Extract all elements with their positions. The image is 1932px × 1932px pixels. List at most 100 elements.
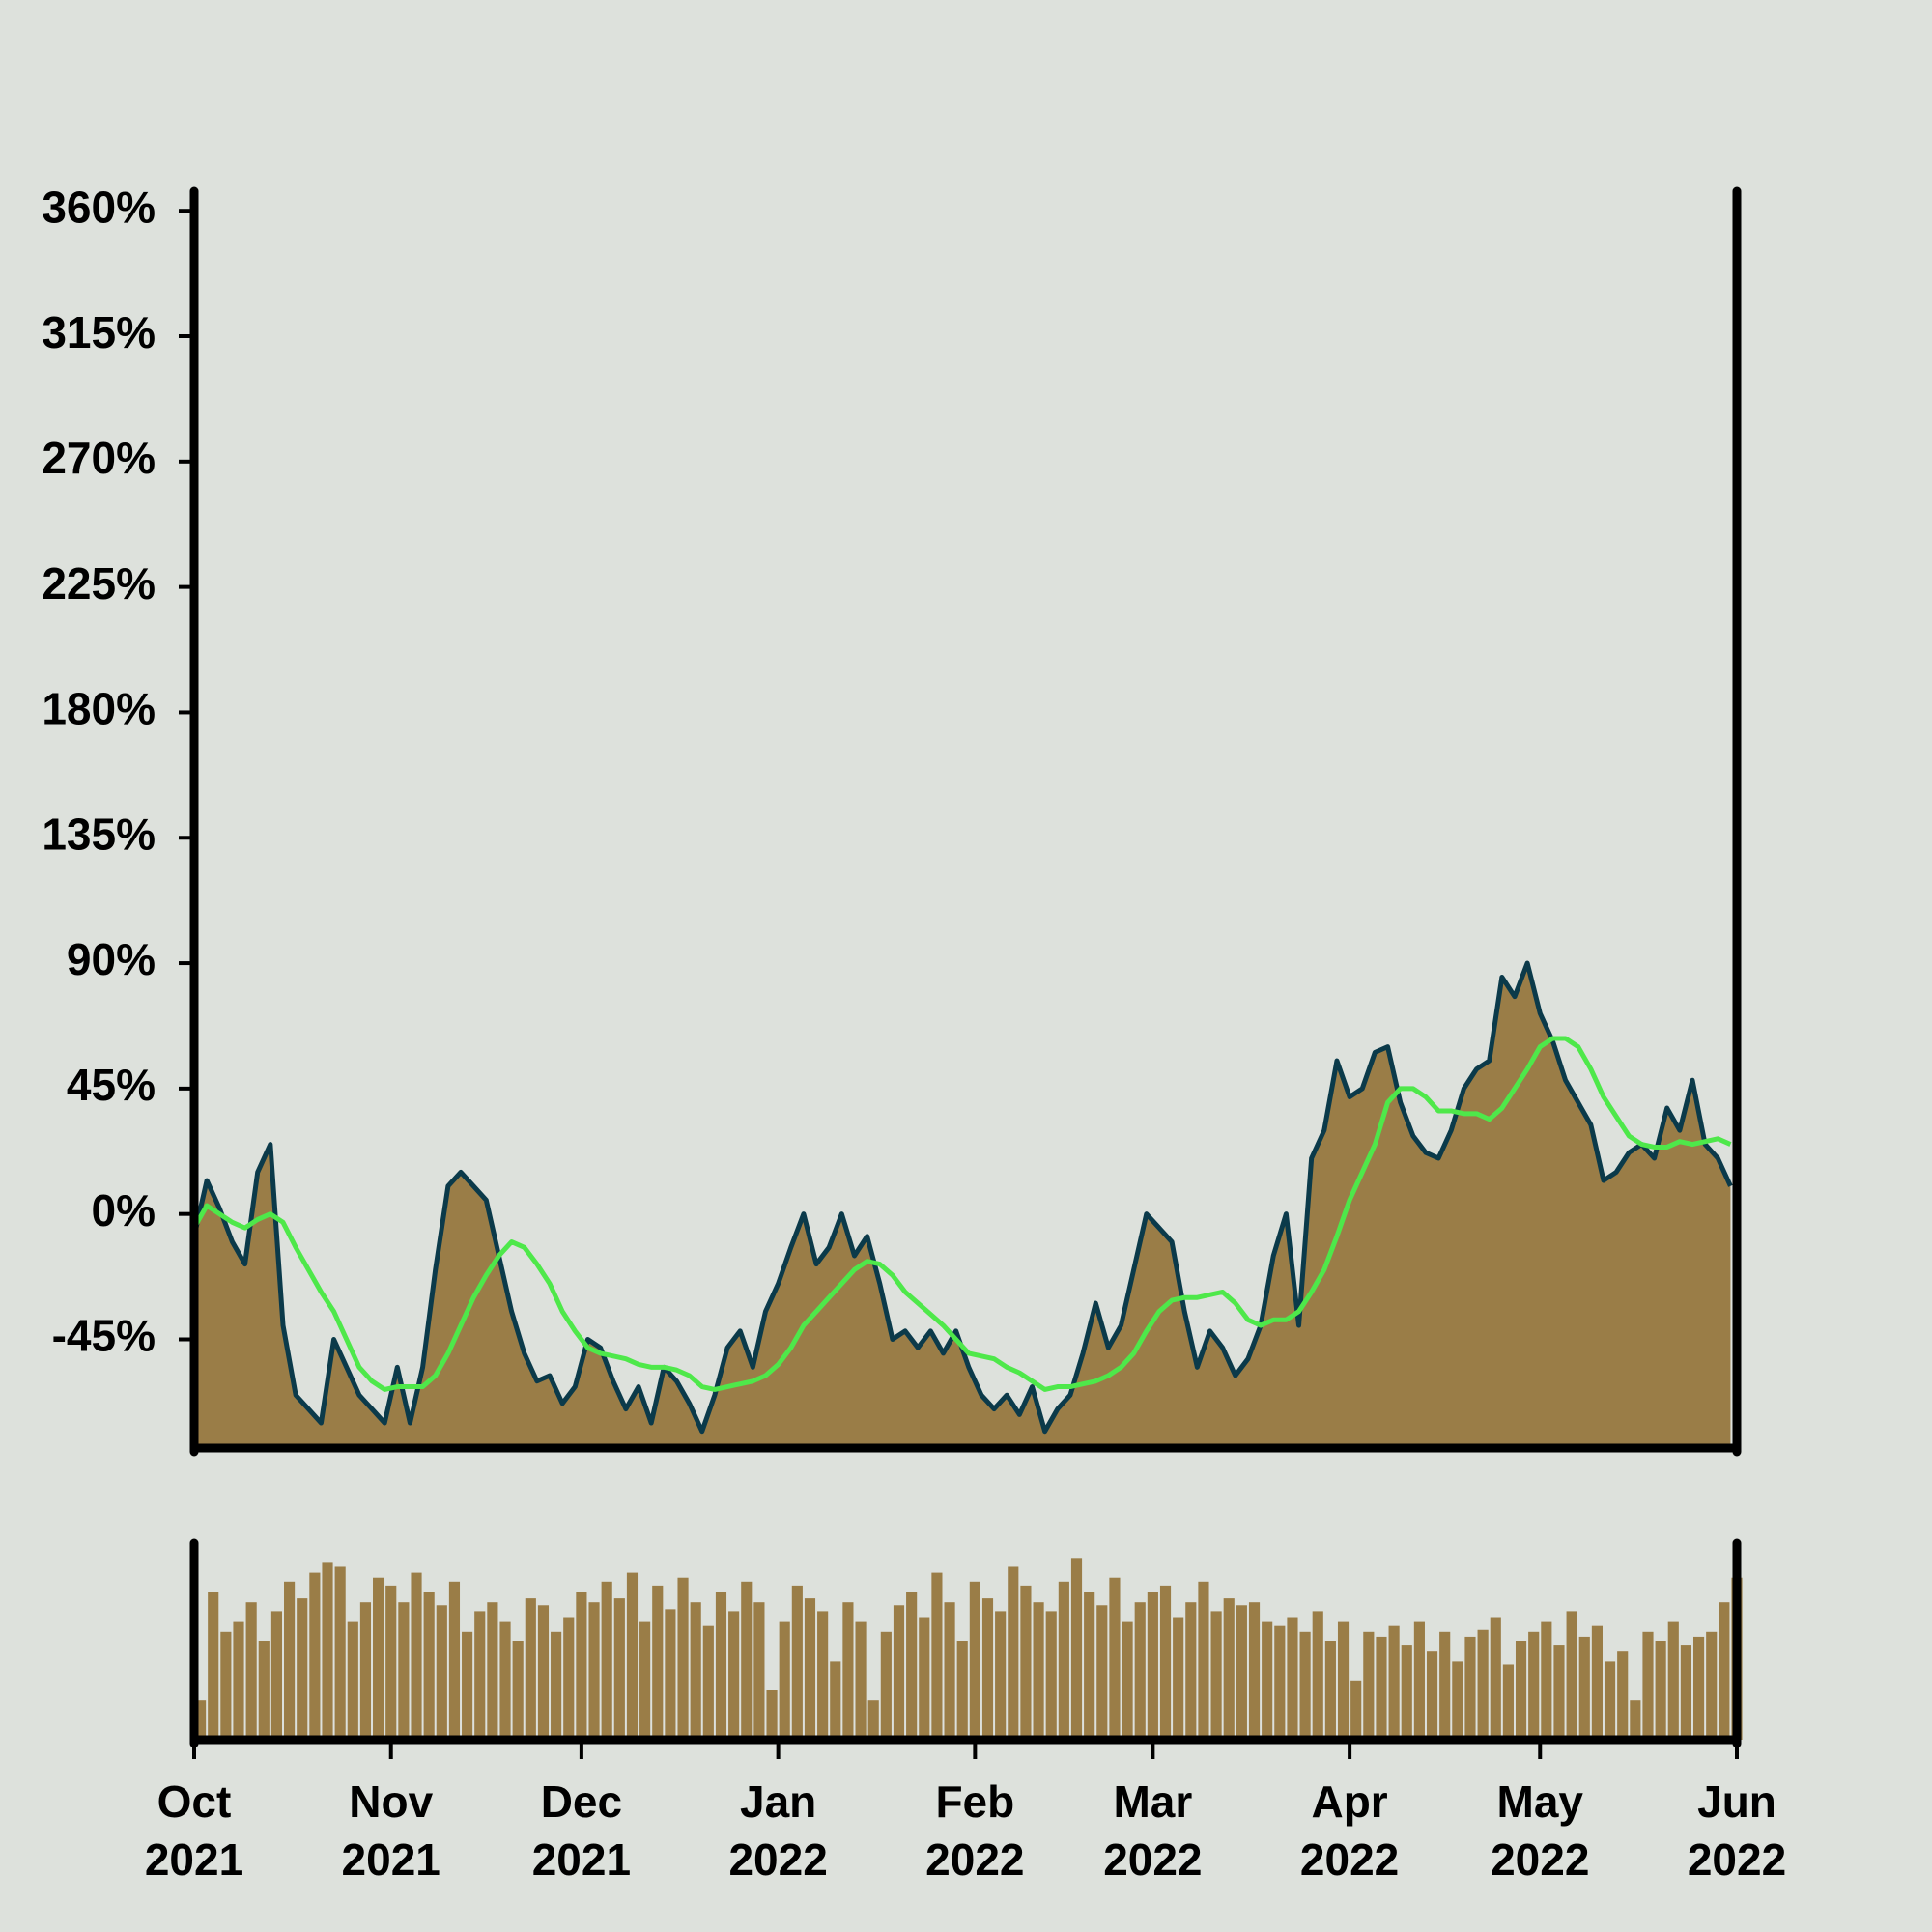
y-tick-label: 90% (67, 934, 156, 984)
volume-bar (1642, 1631, 1654, 1740)
volume-bar (1070, 1558, 1083, 1740)
volume-bar (1604, 1661, 1616, 1740)
volume-bar (1122, 1621, 1133, 1740)
volume-bar (1388, 1625, 1400, 1740)
volume-bar (601, 1581, 612, 1740)
volume-bar (677, 1577, 689, 1740)
area-fill (194, 963, 1731, 1448)
y-tick-label: 315% (42, 307, 156, 357)
volume-bar (1413, 1621, 1425, 1740)
volume-bar (1363, 1631, 1375, 1740)
volume-bar (1376, 1636, 1387, 1740)
volume-bar (1617, 1651, 1629, 1740)
volume-bar (1210, 1611, 1222, 1740)
volume-bar (297, 1598, 308, 1740)
x-tick-label: Jan 2022 (728, 1776, 828, 1885)
volume-bar (398, 1602, 410, 1740)
volume-bar (1262, 1621, 1273, 1740)
volume-bar (702, 1625, 714, 1740)
volume-bar (804, 1598, 816, 1740)
volume-bar (448, 1581, 461, 1740)
volume-bar (1274, 1625, 1286, 1740)
volume-bar (855, 1621, 867, 1740)
volume-bar (715, 1592, 727, 1740)
volume-bar (309, 1572, 321, 1740)
volume-bar (867, 1700, 879, 1740)
volume-bar (347, 1621, 358, 1740)
volume-bar (613, 1598, 625, 1740)
volume-bar (1401, 1645, 1412, 1740)
volume-bar (233, 1621, 244, 1740)
volume-bar (944, 1602, 955, 1740)
volume-bar (690, 1602, 701, 1740)
volume-bar (1655, 1641, 1666, 1740)
x-tick-label: Apr 2022 (1299, 1776, 1400, 1885)
volume-bar (1667, 1621, 1679, 1740)
volume-bar (245, 1602, 257, 1740)
volume-bar (195, 1700, 207, 1740)
y-tick-label: -45% (52, 1311, 156, 1361)
volume-bar (474, 1611, 486, 1740)
volume-bar (1566, 1611, 1577, 1740)
volume-bar (995, 1611, 1007, 1740)
volume-bar (753, 1602, 765, 1740)
volume-bar (1630, 1700, 1641, 1740)
volume-bar (1515, 1641, 1527, 1740)
volume-bar (1464, 1636, 1476, 1740)
volume-bar (981, 1598, 994, 1740)
volume-bar (423, 1592, 435, 1740)
volume-bar (1299, 1631, 1311, 1740)
volume-bar (626, 1572, 639, 1740)
volume-bar (1185, 1602, 1197, 1740)
volume-bar (588, 1602, 600, 1740)
y-tick-label: 0% (92, 1185, 156, 1236)
volume-bar (1109, 1577, 1121, 1740)
volume-bar (1147, 1592, 1158, 1740)
volume-bar (1692, 1636, 1705, 1740)
volume-bar (1084, 1592, 1095, 1740)
volume-bar (1337, 1621, 1350, 1740)
volume-bar (563, 1617, 575, 1740)
volume-bar (1452, 1661, 1463, 1740)
x-tick-label: Feb 2022 (925, 1776, 1025, 1885)
volume-bar (1008, 1566, 1019, 1740)
volume-bar (652, 1585, 664, 1740)
volume-bar (551, 1631, 562, 1740)
volume-bar (728, 1611, 740, 1740)
volume-bar (665, 1609, 676, 1740)
volume-bar (1033, 1602, 1044, 1740)
volume-bar (931, 1572, 943, 1740)
volume-bar (830, 1661, 841, 1740)
volume-bar (220, 1631, 232, 1740)
volume-bar (893, 1605, 905, 1740)
volume-bar (817, 1611, 829, 1740)
volume-bar (919, 1617, 930, 1740)
volume-bar (1324, 1641, 1336, 1740)
volume-bar (270, 1611, 283, 1740)
volume-bar (1134, 1602, 1146, 1740)
volume-bar (1045, 1611, 1057, 1740)
volume-bar (1020, 1585, 1032, 1740)
volume-bar (284, 1581, 296, 1740)
volume-bar (1591, 1625, 1603, 1740)
volume-bar (969, 1581, 980, 1740)
volume-bar (1706, 1631, 1718, 1740)
volume-bar (499, 1621, 511, 1740)
volume-bar (436, 1605, 447, 1740)
y-tick-label: 360% (42, 182, 156, 232)
y-tick-label: 270% (42, 433, 156, 483)
x-tick-label: Mar 2022 (1103, 1776, 1203, 1885)
volume-bar (208, 1592, 219, 1740)
volume-bar (1490, 1617, 1501, 1740)
volume-bar (1248, 1602, 1261, 1740)
volume-bar (359, 1602, 372, 1740)
volume-bar (1680, 1645, 1691, 1740)
volume-bar (525, 1598, 536, 1740)
volume-bar (906, 1592, 918, 1740)
volume-bar (1350, 1680, 1362, 1740)
volume-bar (1198, 1581, 1209, 1740)
volume-bar (258, 1641, 270, 1740)
volume-bar (1578, 1636, 1590, 1740)
